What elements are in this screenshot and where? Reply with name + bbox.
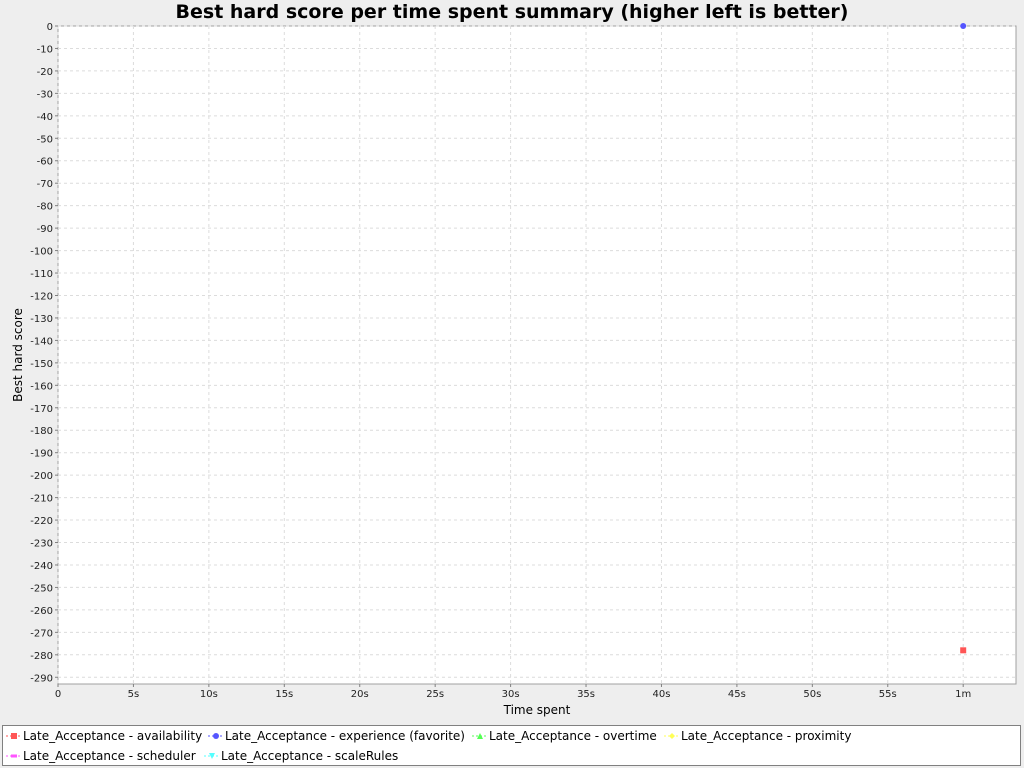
legend-marker-shape: [477, 733, 483, 739]
y-tick-label: -270: [30, 628, 53, 639]
legend-marker: [207, 727, 225, 745]
y-tick-label: -250: [30, 583, 53, 594]
y-tick-label: -30: [37, 89, 53, 100]
x-tick-label: 30s: [502, 689, 520, 700]
x-tick-label: 10s: [200, 689, 218, 700]
legend-item: Late_Acceptance - availability: [5, 727, 202, 745]
legend: Late_Acceptance - availability Late_Accep…: [2, 725, 1021, 766]
grid: [57, 25, 1016, 684]
y-tick-label: -180: [30, 426, 53, 437]
x-axis-label: Time spent: [503, 703, 571, 717]
y-tick-label: -60: [37, 157, 53, 168]
y-tick-label: -50: [37, 134, 53, 145]
y-tick-label: -10: [37, 44, 53, 55]
data-points: [960, 23, 967, 654]
legend-marker-shape: [209, 753, 215, 759]
y-tick-label: -110: [30, 269, 53, 280]
legend-label: Late_Acceptance - overtime: [489, 729, 657, 743]
x-tick-label: 20s: [351, 689, 369, 700]
x-tick-label: 0: [55, 689, 61, 700]
legend-item: Late_Acceptance - proximity: [663, 727, 851, 745]
y-tick-label: -160: [30, 381, 53, 392]
legend-item: Late_Acceptance - experience (favorite): [207, 727, 465, 745]
x-tick-label: 40s: [652, 689, 670, 700]
legend-marker-shape: [11, 733, 17, 739]
y-tick-label: -80: [37, 202, 53, 213]
legend-marker-shape: [213, 733, 219, 739]
legend-marker-shape: [11, 754, 17, 758]
y-tick-label: -220: [30, 516, 53, 527]
y-tick-label: -230: [30, 539, 53, 550]
y-tick-label: -100: [30, 247, 53, 258]
y-tick-label: -120: [30, 291, 53, 302]
y-tick-label: -200: [30, 471, 53, 482]
y-tick-label: -190: [30, 449, 53, 460]
y-tick-label: -280: [30, 651, 53, 662]
legend-marker: [5, 727, 23, 745]
x-tick-label: 50s: [803, 689, 821, 700]
y-tick-label: -90: [37, 224, 53, 235]
y-axis-ticks: 0 -10 -20 -30 -40 -50 -60 -70 -80 -90 -100 -110 -120…: [30, 22, 58, 684]
data-point: [960, 647, 967, 654]
y-tick-label: -140: [30, 336, 53, 347]
legend-marker-shape: [669, 733, 675, 739]
y-tick-label: -170: [30, 404, 53, 415]
legend-label: Late_Acceptance - scheduler: [23, 749, 196, 763]
y-tick-label: -290: [30, 673, 53, 684]
x-tick-label: 15s: [275, 689, 293, 700]
y-tick-label: -40: [37, 112, 53, 123]
chart-title: Best hard score per time spent summary (…: [176, 1, 849, 23]
legend-label: Late_Acceptance - experience (favorite): [225, 729, 465, 743]
legend-marker: [5, 747, 23, 765]
data-point: [960, 23, 967, 29]
y-tick-label: -210: [30, 494, 53, 505]
y-tick-label: -240: [30, 561, 53, 572]
legend-label: Late_Acceptance - proximity: [681, 729, 852, 743]
legend-item: Late_Acceptance - overtime: [471, 727, 657, 745]
y-axis-label: Best hard score: [11, 308, 25, 402]
x-tick-label: 55s: [879, 689, 897, 700]
y-tick-label: -130: [30, 314, 53, 325]
chart: Best hard score per time spent summary (…: [11, 1, 1017, 717]
y-tick-label: 0: [47, 22, 53, 33]
plot-area: [57, 25, 1017, 685]
x-axis-ticks: 0 5s 10s 15s 20s 25s 30s 35s 40s 45s 50s 55s 1m: [55, 684, 971, 700]
legend-marker: [203, 747, 221, 765]
legend-label: Late_Acceptance - scaleRules: [221, 749, 399, 763]
x-tick-label: 25s: [426, 689, 444, 700]
x-tick-label: 35s: [577, 689, 595, 700]
x-tick-label: 5s: [128, 689, 140, 700]
legend-item: Late_Acceptance - scheduler: [5, 747, 196, 765]
y-tick-label: -260: [30, 606, 53, 617]
legend-marker: [663, 727, 681, 745]
y-tick-label: -70: [37, 179, 53, 190]
legend-item: Late_Acceptance - scaleRules: [203, 747, 398, 765]
legend-marker: [471, 727, 489, 745]
y-tick-label: -20: [37, 67, 53, 78]
legend-label: Late_Acceptance - availability: [23, 729, 203, 743]
x-tick-label: 45s: [728, 689, 746, 700]
y-tick-label: -150: [30, 359, 53, 370]
x-tick-label: 1m: [955, 689, 971, 700]
